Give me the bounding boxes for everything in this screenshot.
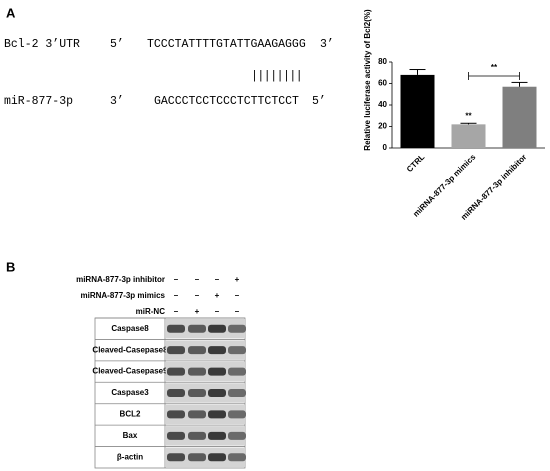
blot-band (208, 389, 226, 397)
mirna-end: 3’ (110, 95, 124, 108)
bar (400, 74, 435, 148)
blot-band (188, 453, 206, 462)
blot-band (188, 410, 206, 419)
blot-band (188, 367, 206, 376)
target-name: Bcl-2 3’UTR (4, 38, 80, 51)
blot-band (228, 367, 246, 376)
treatment-sign: – (174, 275, 179, 284)
y-tick-label: 60 (378, 79, 387, 88)
blot-band (208, 453, 226, 462)
target-end: 3’ (320, 38, 334, 51)
mirna-name: miR-877-3p (4, 95, 73, 108)
blot-band (188, 324, 206, 333)
blot-band (167, 346, 185, 355)
blot-band (167, 431, 185, 440)
significance: ** (465, 111, 472, 120)
blot-label: β-actin (117, 452, 143, 461)
blot-label: BCL2 (120, 410, 141, 419)
y-tick-label: 20 (378, 122, 387, 131)
treatment-label: miRNA-877-3p inhibitor (76, 275, 165, 284)
blot-band (208, 410, 226, 419)
y-tick-label: 80 (378, 57, 387, 66)
treatment-sign: + (195, 307, 200, 316)
treatment-sign: – (174, 291, 179, 300)
blot-band (228, 453, 246, 462)
blot-label: Cleaved-Casepase8 (92, 345, 168, 354)
blot-label: Caspase8 (111, 324, 149, 333)
blot-band (167, 410, 185, 419)
blot-band (228, 431, 246, 440)
significance: ** (491, 63, 498, 72)
blot-band (167, 453, 185, 462)
y-tick-label: 0 (383, 143, 388, 152)
y-tick-label: 40 (378, 100, 387, 109)
blot-band (208, 346, 226, 355)
blot-label: Caspase3 (111, 388, 149, 397)
blot-band (188, 431, 206, 440)
y-axis-label: Relative luciferase activity of Bcl2(%) (363, 9, 372, 151)
target-sequence: TCCCTATTTTGTATTGAAGAGGG (147, 38, 306, 51)
blot-band (208, 324, 226, 333)
pairing-lines: |||||||| (251, 70, 302, 83)
blot-band (208, 431, 226, 440)
blot-band (228, 389, 246, 397)
target-end: 5’ (110, 38, 124, 51)
treatment-label: miR-NC (136, 307, 166, 316)
x-tick-label: CTRL (405, 152, 427, 174)
blot-band (228, 410, 246, 419)
treatment-sign: + (235, 275, 240, 284)
blot-band (188, 346, 206, 355)
treatment-sign: – (235, 307, 240, 316)
blot-band (167, 367, 185, 376)
treatment-sign: – (195, 275, 200, 284)
panel-label: B (6, 259, 15, 274)
blot-label: Cleaved-Casepase9 (92, 367, 168, 376)
treatment-sign: – (195, 291, 200, 300)
bracket (468, 72, 520, 80)
treatment-sign: + (215, 291, 220, 300)
treatment-sign: – (174, 307, 179, 316)
mirna-end: 5’ (312, 95, 326, 108)
panel-label: A (6, 5, 16, 20)
treatment-sign: – (215, 307, 220, 316)
treatment-label: miRNA-877-3p mimics (81, 291, 166, 300)
blot-band (167, 389, 185, 397)
bar (502, 86, 537, 148)
blot-band (208, 367, 226, 376)
treatment-sign: – (215, 275, 220, 284)
mirna-sequence: GACCCTCCTCCCTCTTCTCCT (154, 95, 299, 108)
treatment-sign: – (235, 291, 240, 300)
blot-band (228, 324, 246, 333)
blot-label: Bax (123, 431, 138, 440)
blot-band (188, 389, 206, 397)
bar (451, 124, 486, 148)
blot-band (228, 346, 246, 355)
blot-band (167, 324, 185, 333)
